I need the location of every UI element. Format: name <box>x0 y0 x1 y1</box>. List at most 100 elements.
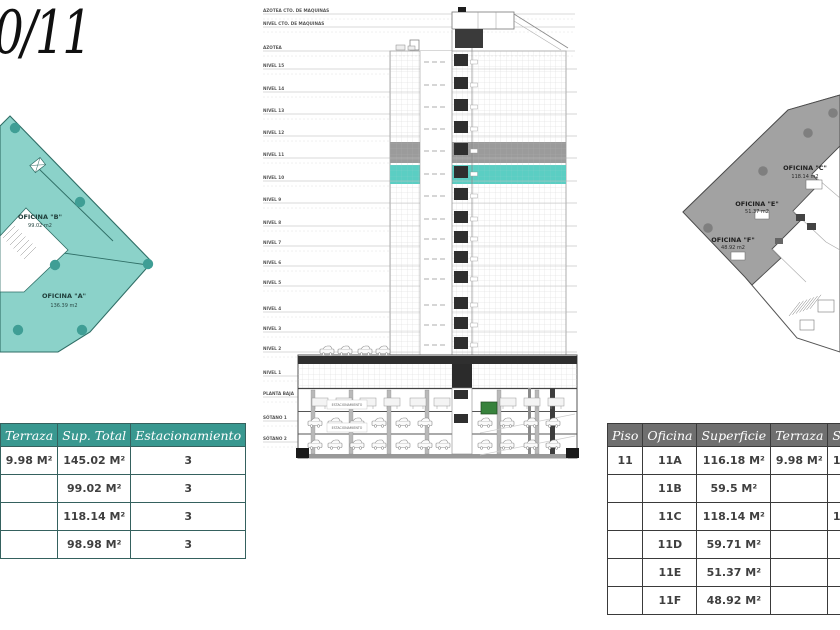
elevator-door <box>454 99 468 111</box>
stairs-hatch <box>788 294 822 317</box>
car-glyph <box>319 345 335 356</box>
car-wheel <box>366 352 371 356</box>
elevator-cab-green <box>480 401 498 415</box>
car-glyph <box>371 417 387 428</box>
car-wheel <box>339 352 344 356</box>
car-wheel <box>380 424 385 428</box>
tower-core-strip <box>420 51 452 355</box>
level-label: AZOTEA CTO. DE MAQUINAS <box>263 8 329 13</box>
car-roof <box>360 345 371 350</box>
table-cell: 11B <box>642 474 698 503</box>
table-cell: 3 <box>130 474 247 503</box>
table-cell: 118.14 M² <box>57 502 132 531</box>
level-label: SÓTANO 2 <box>263 436 287 441</box>
column-header: S <box>827 423 840 447</box>
label-tag <box>730 251 746 261</box>
car-glyph <box>417 439 433 450</box>
header-row: PisoOficinaSuperficieTerrazaS <box>606 423 840 447</box>
office-e-area: 51.37 m2 <box>745 209 769 215</box>
car-roof <box>310 417 321 422</box>
car-roof <box>322 345 333 350</box>
parking-label: ESTACIONAMIENTO <box>332 403 363 407</box>
table-cell <box>827 530 840 559</box>
door-tag <box>470 171 478 177</box>
car-body <box>477 442 493 448</box>
wall-line <box>36 166 114 242</box>
car-roof <box>374 439 385 444</box>
door-tag <box>470 236 478 242</box>
car-wheel <box>547 424 552 428</box>
column <box>386 389 392 455</box>
car-wheel <box>404 446 409 450</box>
car-glyph <box>499 417 515 428</box>
column-dot <box>12 324 24 336</box>
car-glyph <box>417 417 433 428</box>
elevator-door <box>454 297 468 309</box>
level-label: NIVEL 7 <box>263 240 281 245</box>
desk <box>383 397 401 407</box>
car-glyph <box>395 417 411 428</box>
door-tag <box>470 148 478 154</box>
car-roof <box>398 439 409 444</box>
car-wheel <box>479 424 484 428</box>
stair-step <box>16 239 30 253</box>
elevator-door <box>454 211 468 223</box>
car-glyph <box>307 417 323 428</box>
parking-label-box <box>326 399 368 410</box>
office-b-area: 99.02 m2 <box>28 223 52 229</box>
car-roof <box>330 439 341 444</box>
car-body <box>545 442 561 448</box>
car-body <box>523 420 539 426</box>
level-label: AZOTEA <box>263 45 283 50</box>
car-roof <box>502 417 513 422</box>
table-cell: 51.37 M² <box>696 558 772 587</box>
roof-equipment <box>395 44 406 51</box>
column-dot <box>703 223 713 233</box>
table-cell <box>606 502 644 531</box>
table-row: 98.98 M² 3 <box>0 530 247 559</box>
room-line <box>771 248 807 283</box>
column-dot <box>758 166 768 176</box>
column-header: Superficie <box>696 423 772 447</box>
table-cell <box>770 530 829 559</box>
car-body <box>337 348 353 354</box>
elevator-door <box>454 337 468 349</box>
stair-step <box>9 232 23 246</box>
table-cell <box>0 502 59 531</box>
car-glyph <box>523 417 539 428</box>
car-body <box>357 348 373 354</box>
column-header: Terraza <box>0 423 59 447</box>
car-wheel <box>397 424 402 428</box>
car-roof <box>502 439 513 444</box>
column-dot <box>49 259 61 271</box>
room-line <box>811 173 840 199</box>
tower-floor-lines <box>390 50 566 377</box>
car-wheel <box>336 446 341 450</box>
car-body <box>417 442 433 448</box>
left-floor-plan: OFICINA "B" 99.02 m2 OFICINA "A" 136.39 … <box>0 115 154 353</box>
desk <box>499 397 517 407</box>
level-label: NIVEL 14 <box>263 86 284 91</box>
table-row: 118.14 M² 3 <box>0 502 247 531</box>
car-wheel <box>309 424 314 428</box>
column-dot <box>76 324 88 336</box>
car-body <box>395 442 411 448</box>
car-wheel <box>547 446 552 450</box>
office-a-area: 136.39 m2 <box>50 303 77 309</box>
label-tag <box>805 179 823 190</box>
car-wheel <box>532 424 537 428</box>
table-row: 11B 59.5 M² <box>606 474 840 503</box>
car-roof <box>310 439 321 444</box>
dimension-ticks <box>566 68 577 377</box>
door-x-line <box>35 157 41 173</box>
car-wheel <box>525 446 530 450</box>
car-wheel <box>351 446 356 450</box>
stair-step <box>799 298 811 313</box>
level-label: NIVEL 5 <box>263 280 281 285</box>
office-c-area: 118.14 m2 <box>791 174 818 180</box>
door-tag <box>470 276 478 282</box>
car-roof <box>398 417 409 422</box>
car-roof <box>352 417 363 422</box>
office-b-label: OFICINA "B" <box>18 213 62 221</box>
car-wheel <box>501 424 506 428</box>
